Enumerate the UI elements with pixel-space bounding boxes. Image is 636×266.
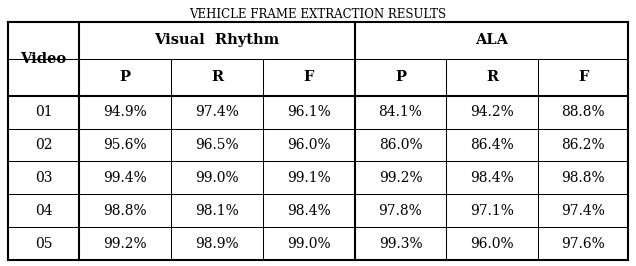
Text: P: P <box>120 70 130 84</box>
Text: 99.2%: 99.2% <box>378 171 422 185</box>
Text: ALA: ALA <box>475 34 508 47</box>
Text: 97.8%: 97.8% <box>378 204 422 218</box>
Text: 97.4%: 97.4% <box>195 105 239 119</box>
Text: 86.4%: 86.4% <box>471 138 514 152</box>
Text: 86.0%: 86.0% <box>378 138 422 152</box>
Text: 03: 03 <box>35 171 52 185</box>
Text: 98.8%: 98.8% <box>561 171 605 185</box>
Text: 04: 04 <box>35 204 52 218</box>
Text: 94.2%: 94.2% <box>471 105 514 119</box>
Text: 98.4%: 98.4% <box>287 204 331 218</box>
Text: 02: 02 <box>35 138 52 152</box>
Text: 97.4%: 97.4% <box>561 204 605 218</box>
Text: 96.5%: 96.5% <box>195 138 238 152</box>
Text: 01: 01 <box>35 105 52 119</box>
Text: VEHICLE FRAME EXTRACTION RESULTS: VEHICLE FRAME EXTRACTION RESULTS <box>190 8 446 21</box>
Text: 84.1%: 84.1% <box>378 105 422 119</box>
Text: 88.8%: 88.8% <box>561 105 605 119</box>
Text: 96.1%: 96.1% <box>287 105 331 119</box>
Text: 96.0%: 96.0% <box>471 236 514 251</box>
Text: F: F <box>303 70 314 84</box>
Text: 98.4%: 98.4% <box>471 171 514 185</box>
Text: 98.9%: 98.9% <box>195 236 238 251</box>
Text: 96.0%: 96.0% <box>287 138 331 152</box>
Text: 95.6%: 95.6% <box>104 138 147 152</box>
Text: Video: Video <box>20 52 67 66</box>
Text: 99.3%: 99.3% <box>378 236 422 251</box>
Text: 05: 05 <box>35 236 52 251</box>
Text: Visual  Rhythm: Visual Rhythm <box>155 34 279 47</box>
Text: R: R <box>211 70 223 84</box>
Text: 98.1%: 98.1% <box>195 204 238 218</box>
Text: 98.8%: 98.8% <box>104 204 147 218</box>
Text: P: P <box>395 70 406 84</box>
Text: 94.9%: 94.9% <box>103 105 147 119</box>
Text: 99.2%: 99.2% <box>104 236 147 251</box>
Text: 99.1%: 99.1% <box>287 171 331 185</box>
Text: 97.6%: 97.6% <box>561 236 605 251</box>
Text: 99.4%: 99.4% <box>103 171 147 185</box>
Text: 99.0%: 99.0% <box>287 236 331 251</box>
Text: 86.2%: 86.2% <box>561 138 605 152</box>
Text: 97.1%: 97.1% <box>470 204 514 218</box>
Text: R: R <box>486 70 498 84</box>
Text: 99.0%: 99.0% <box>195 171 238 185</box>
Text: F: F <box>578 70 588 84</box>
